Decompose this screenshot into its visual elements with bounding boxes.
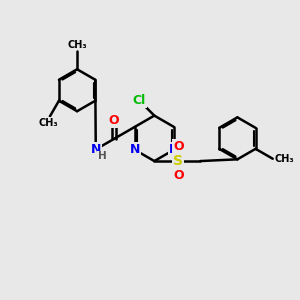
Text: CH₃: CH₃ bbox=[67, 40, 87, 50]
Text: O: O bbox=[173, 169, 184, 182]
Text: H: H bbox=[98, 151, 106, 161]
Text: O: O bbox=[173, 140, 184, 153]
Text: N: N bbox=[130, 143, 140, 156]
Text: S: S bbox=[173, 154, 183, 168]
Text: N: N bbox=[91, 143, 101, 156]
Text: CH₃: CH₃ bbox=[274, 154, 294, 164]
Text: Cl: Cl bbox=[133, 94, 146, 107]
Text: CH₃: CH₃ bbox=[39, 118, 58, 128]
Text: N: N bbox=[169, 143, 179, 156]
Text: O: O bbox=[109, 114, 119, 128]
